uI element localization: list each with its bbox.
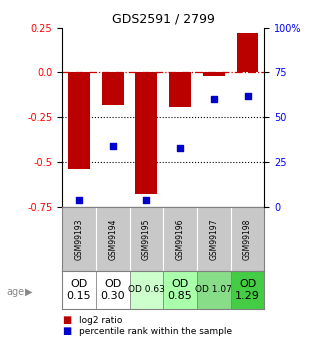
Point	[178, 145, 183, 150]
Text: age: age	[6, 287, 24, 296]
Bar	[62, 271, 96, 309]
Text: GSM99197: GSM99197	[209, 218, 218, 260]
Text: ■: ■	[62, 326, 72, 336]
Text: OD
0.15: OD 0.15	[67, 279, 91, 300]
Text: log2 ratio: log2 ratio	[79, 316, 123, 325]
Text: OD 1.07: OD 1.07	[195, 285, 232, 294]
Bar	[197, 271, 231, 309]
Bar	[102, 72, 124, 105]
Text: GSM99198: GSM99198	[243, 218, 252, 259]
Text: OD
0.85: OD 0.85	[168, 279, 193, 300]
Text: ■: ■	[62, 315, 72, 325]
Bar	[203, 72, 225, 76]
Text: GSM99193: GSM99193	[75, 218, 84, 260]
Bar	[130, 271, 163, 309]
Text: ▶: ▶	[25, 287, 32, 296]
Title: GDS2591 / 2799: GDS2591 / 2799	[112, 12, 215, 25]
Bar	[68, 72, 90, 169]
Bar	[163, 271, 197, 309]
Point	[144, 197, 149, 203]
Text: percentile rank within the sample: percentile rank within the sample	[79, 327, 232, 336]
Point	[110, 143, 115, 149]
Text: OD
1.29: OD 1.29	[235, 279, 260, 300]
Text: OD 0.63: OD 0.63	[128, 285, 165, 294]
Point	[211, 97, 216, 102]
Bar	[237, 33, 258, 72]
Text: OD
0.30: OD 0.30	[100, 279, 125, 300]
Bar	[96, 271, 130, 309]
Point	[245, 93, 250, 99]
Bar	[231, 271, 264, 309]
Bar	[169, 72, 191, 107]
Point	[77, 197, 81, 203]
Bar	[136, 72, 157, 195]
Text: GSM99196: GSM99196	[176, 218, 185, 260]
Text: GSM99194: GSM99194	[108, 218, 117, 260]
Text: GSM99195: GSM99195	[142, 218, 151, 260]
